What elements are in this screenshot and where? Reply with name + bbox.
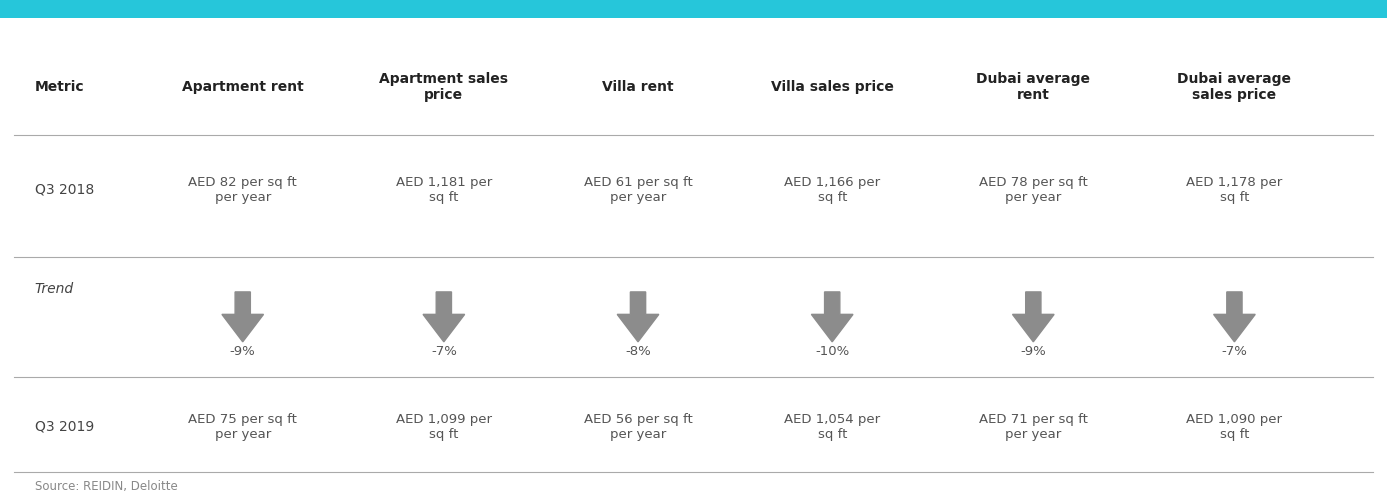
Text: -9%: -9%: [1021, 345, 1046, 358]
Text: AED 71 per sq ft
per year: AED 71 per sq ft per year: [979, 413, 1087, 441]
Text: AED 1,181 per
sq ft: AED 1,181 per sq ft: [395, 176, 492, 204]
Text: AED 1,178 per
sq ft: AED 1,178 per sq ft: [1186, 176, 1283, 204]
Text: AED 61 per sq ft
per year: AED 61 per sq ft per year: [584, 176, 692, 204]
Text: Villa rent: Villa rent: [602, 80, 674, 94]
Text: AED 78 per sq ft
per year: AED 78 per sq ft per year: [979, 176, 1087, 204]
Text: AED 75 per sq ft
per year: AED 75 per sq ft per year: [189, 413, 297, 441]
Text: AED 56 per sq ft
per year: AED 56 per sq ft per year: [584, 413, 692, 441]
Text: AED 82 per sq ft
per year: AED 82 per sq ft per year: [189, 176, 297, 204]
Text: Dubai average
rent: Dubai average rent: [976, 72, 1090, 102]
Text: Source: REIDIN, Deloitte: Source: REIDIN, Deloitte: [35, 480, 178, 493]
Text: -9%: -9%: [230, 345, 255, 358]
Text: AED 1,099 per
sq ft: AED 1,099 per sq ft: [395, 413, 492, 441]
FancyArrow shape: [1013, 292, 1054, 342]
Text: -10%: -10%: [816, 345, 849, 358]
FancyArrow shape: [423, 292, 465, 342]
Text: Q3 2018: Q3 2018: [35, 183, 94, 197]
FancyArrow shape: [617, 292, 659, 342]
Text: Trend: Trend: [35, 282, 74, 296]
Text: -7%: -7%: [1222, 345, 1247, 358]
Text: Villa sales price: Villa sales price: [771, 80, 893, 94]
Text: Metric: Metric: [35, 80, 85, 94]
Text: Apartment sales
price: Apartment sales price: [379, 72, 509, 102]
FancyArrow shape: [811, 292, 853, 342]
Text: -7%: -7%: [431, 345, 456, 358]
Text: -8%: -8%: [626, 345, 651, 358]
Text: AED 1,166 per
sq ft: AED 1,166 per sq ft: [784, 176, 881, 204]
Text: Apartment rent: Apartment rent: [182, 80, 304, 94]
FancyArrow shape: [1214, 292, 1255, 342]
Text: AED 1,054 per
sq ft: AED 1,054 per sq ft: [784, 413, 881, 441]
FancyArrow shape: [222, 292, 264, 342]
Text: AED 1,090 per
sq ft: AED 1,090 per sq ft: [1186, 413, 1283, 441]
Text: Q3 2019: Q3 2019: [35, 420, 94, 434]
Text: Dubai average
sales price: Dubai average sales price: [1178, 72, 1291, 102]
